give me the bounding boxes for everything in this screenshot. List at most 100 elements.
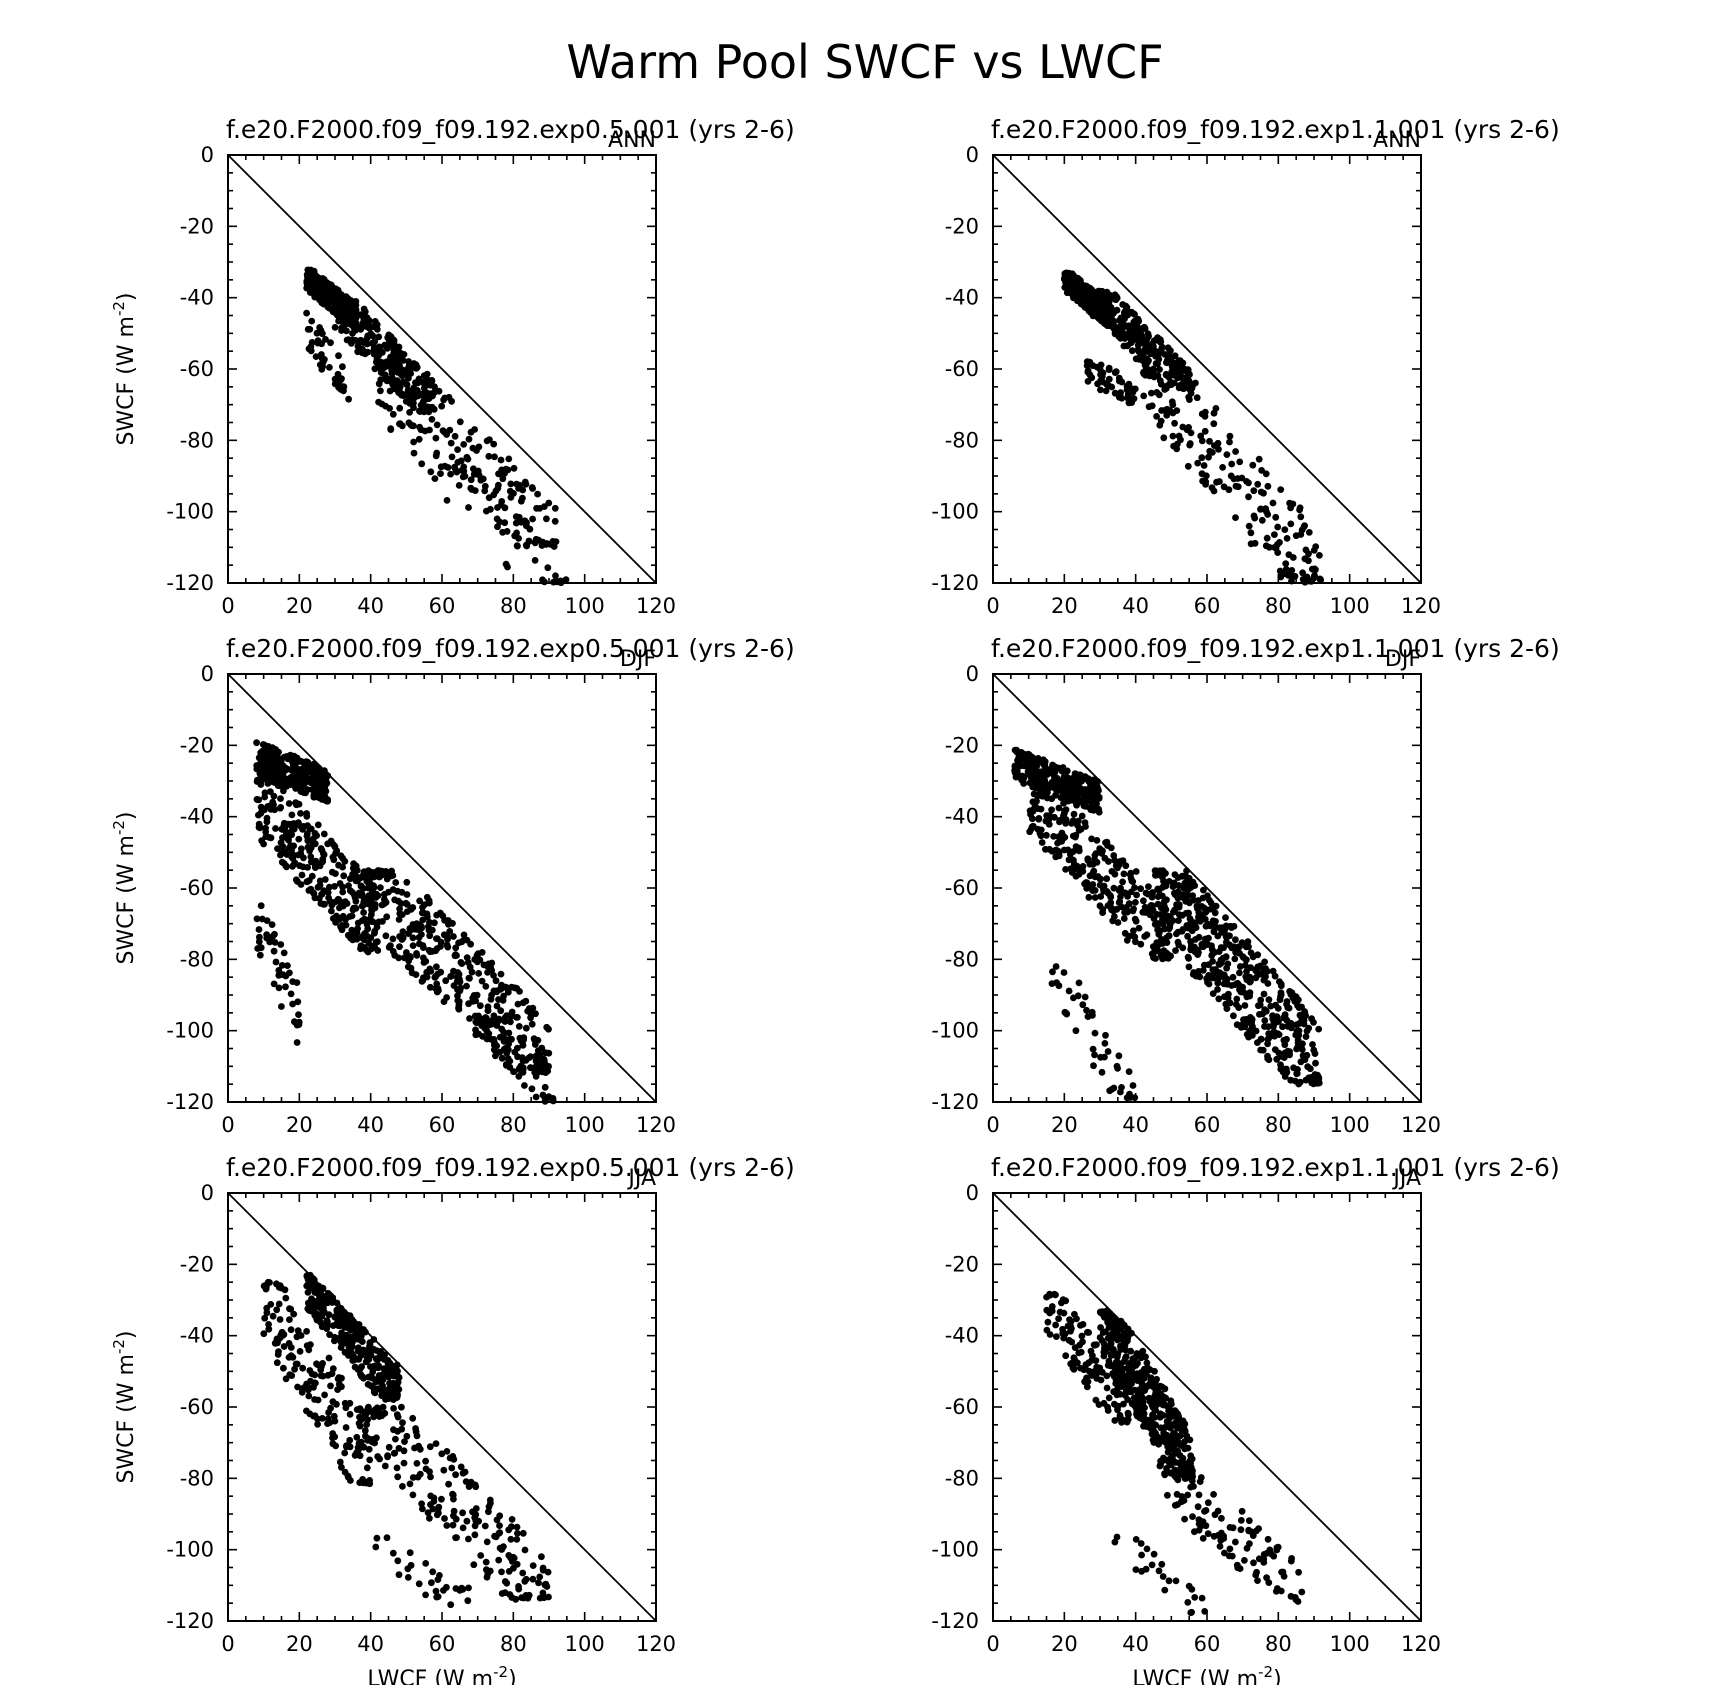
data-point [517,518,525,526]
y-axis-label-text: SWCF (W m [114,316,139,446]
data-point [269,798,277,806]
data-point [515,1073,523,1080]
data-point [504,563,511,571]
data-point [1219,464,1226,471]
data-point [467,476,475,484]
x-axis-label-exponent: -2 [493,1663,508,1681]
data-point [399,928,407,935]
data-point [261,1314,269,1322]
data-point [1207,899,1215,907]
data-point [280,1331,288,1338]
data-point [336,1458,344,1466]
data-point [431,475,439,482]
data-point [1200,462,1208,469]
data-point [1072,1027,1080,1035]
data-point [387,872,395,880]
data-point [291,1365,298,1373]
data-point [454,459,462,466]
data-point [1163,896,1170,904]
data-point [488,991,495,999]
data-point [1200,886,1207,894]
data-point [290,1310,298,1318]
data-point [1148,389,1155,397]
data-point [1123,936,1131,944]
data-point [1269,967,1277,975]
data-point [1140,897,1147,905]
data-point [1264,482,1272,490]
data-point [398,911,406,918]
season-label: ANN [608,128,656,153]
data-point [308,837,315,845]
y-axis-label-text: SWCF (W m [114,835,139,965]
data-point [1265,1034,1273,1042]
data-point [1081,993,1089,1001]
data-point [288,831,295,839]
data-point [398,1425,406,1433]
data-point [257,902,265,910]
x-tick-label: 20 [286,1632,313,1656]
data-point [1208,952,1216,959]
y-tick-label: -120 [931,1090,979,1114]
data-point [1245,479,1252,487]
data-point [1094,300,1102,308]
data-point [356,1325,363,1333]
data-point [305,345,313,353]
data-point [519,1066,527,1073]
y-axis-label-text: SWCF (W m [114,1354,139,1484]
data-point [514,1044,521,1052]
x-tick-label: 0 [986,594,999,618]
y-tick-label: -20 [945,214,979,238]
data-point [483,1538,491,1546]
data-point [1232,482,1240,490]
data-point [1179,359,1187,367]
data-point [425,946,433,954]
data-point [443,941,451,949]
data-point [1097,1053,1104,1061]
data-point [1315,1025,1323,1033]
data-point [1141,933,1149,940]
data-point [412,971,420,978]
data-point [477,1552,485,1559]
data-point [562,576,570,584]
data-point [1100,882,1108,890]
data-point [328,1299,336,1306]
data-point [447,470,454,478]
data-point [319,297,327,304]
data-point [321,767,328,775]
data-point [1073,801,1080,809]
data-point [396,404,404,412]
data-point [346,1399,354,1407]
data-point [395,897,402,905]
data-point [253,765,261,773]
data-point [349,336,356,344]
data-point [364,348,371,356]
data-point [341,857,349,865]
data-point [352,327,359,334]
data-point [524,1007,532,1015]
data-point [1261,958,1268,966]
data-point [551,504,559,512]
data-point [496,1033,504,1041]
y-tick-label: 0 [201,662,214,686]
data-point [267,1301,275,1308]
data-point [1153,389,1161,396]
data-point [1062,866,1069,873]
data-point [347,1333,355,1341]
data-point [1222,953,1230,961]
data-point [298,871,306,879]
data-point [1303,1051,1311,1059]
tick-marks [992,154,1422,584]
data-point [303,1328,310,1335]
data-point [368,907,376,915]
data-point [403,949,410,956]
data-point [1237,1024,1245,1031]
data-point [375,343,383,351]
data-point [1159,940,1166,947]
data-point [508,1010,515,1018]
data-point [1281,1050,1288,1058]
data-point [1184,932,1191,940]
data-point [306,286,314,294]
data-point [1144,330,1152,338]
data-point [331,324,339,331]
y-axis-label: SWCF (W m-2) [110,292,139,445]
